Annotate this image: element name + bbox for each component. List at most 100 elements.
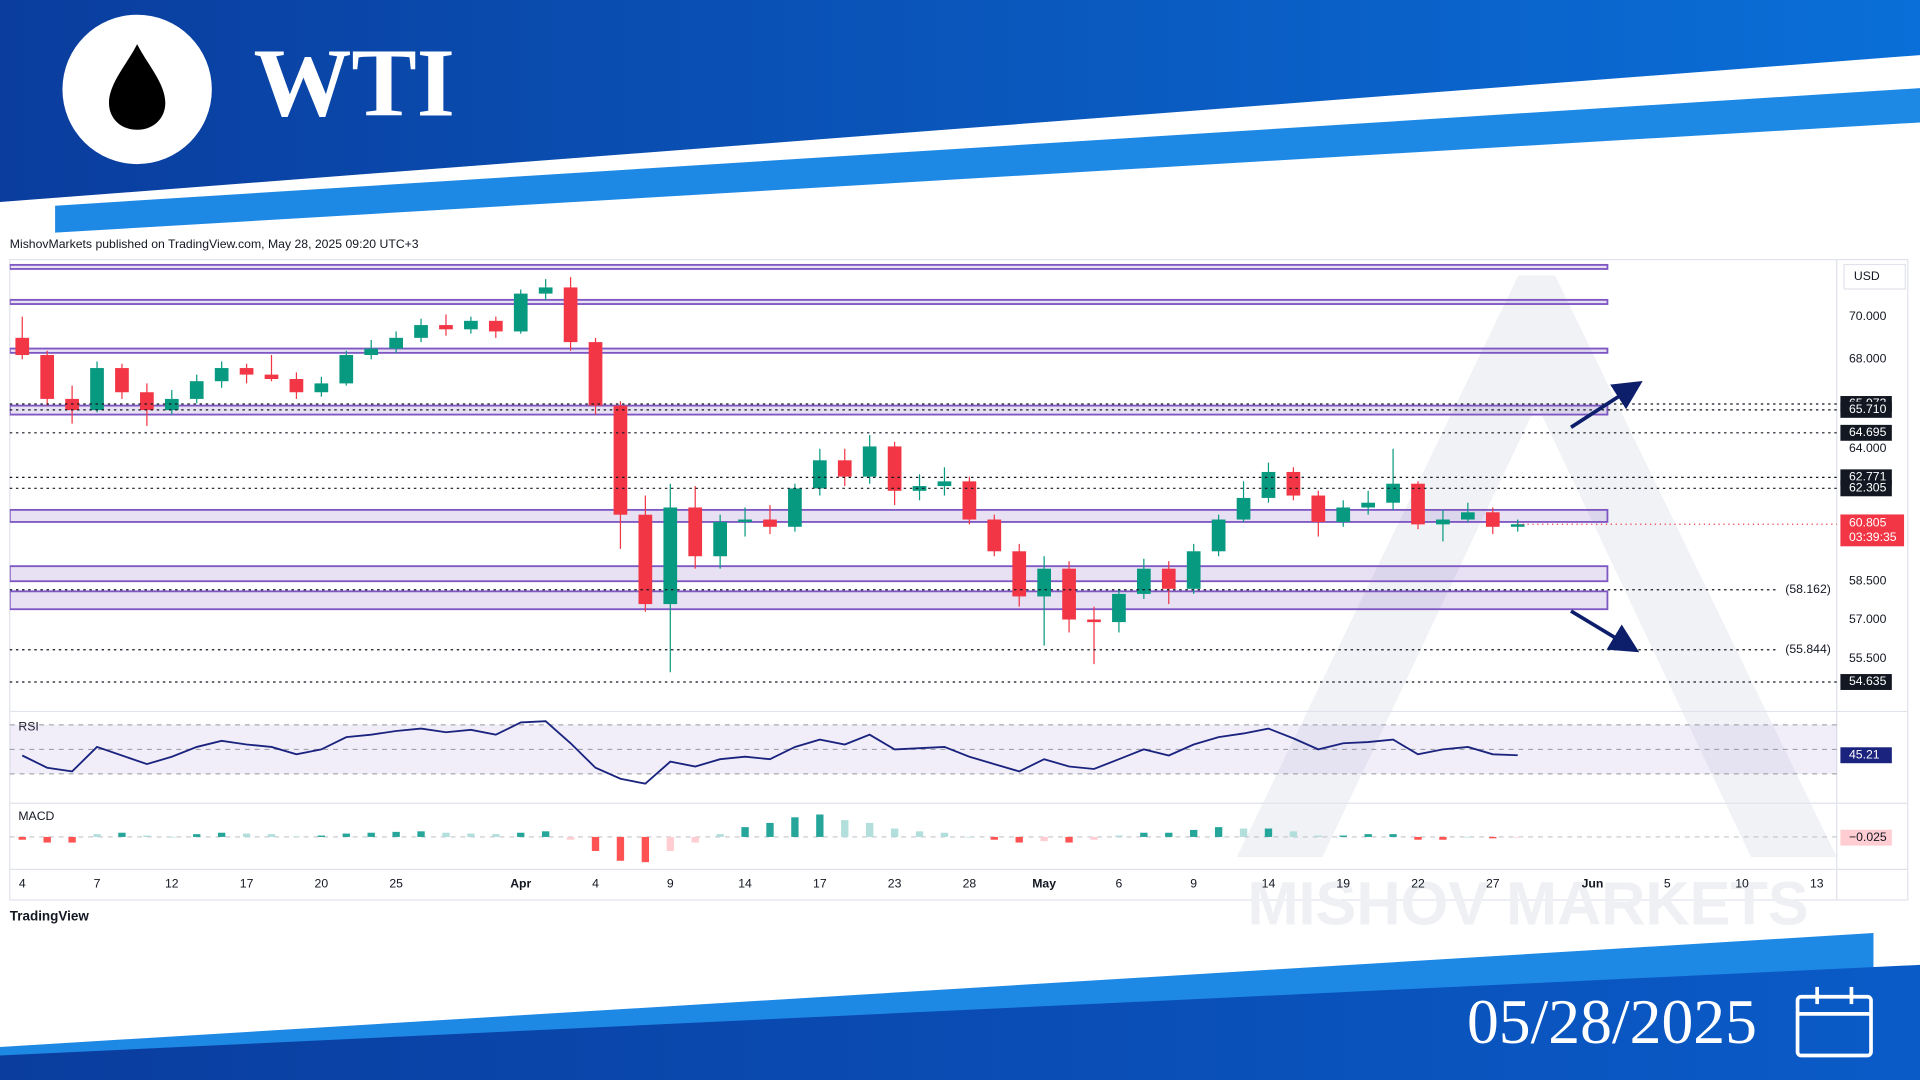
- macd-bar: [1414, 836, 1422, 840]
- zone: [9, 404, 1609, 416]
- candle-body: [464, 320, 478, 330]
- candle-body: [688, 507, 703, 557]
- candle-body: [1461, 512, 1475, 520]
- x-tick-label: 19: [1336, 876, 1350, 890]
- macd-bar: [492, 834, 500, 837]
- x-tick-label: 12: [165, 876, 179, 890]
- level-badge: [1840, 480, 1892, 497]
- date: 05/28/2025: [1467, 986, 1757, 1057]
- level-badge-label: 62.305: [1849, 481, 1887, 495]
- macd-bar: [741, 827, 749, 837]
- candle-body: [1411, 483, 1425, 525]
- x-tick-label: 25: [389, 876, 403, 890]
- candle-body: [239, 368, 254, 375]
- macd-bar: [791, 817, 799, 837]
- macd-bar: [890, 828, 899, 837]
- currency: USD: [1854, 269, 1880, 283]
- watermark-text: MISHOV MARKETS: [1248, 870, 1809, 938]
- candle-body: [1311, 495, 1326, 522]
- candle-body: [563, 287, 578, 343]
- candle-body: [513, 293, 528, 332]
- x-tick-label: Jun: [1582, 876, 1604, 890]
- candle-body: [1037, 568, 1052, 597]
- y-tick-label: 58.500: [1849, 573, 1887, 587]
- level-badge-label: 62.771: [1849, 470, 1887, 484]
- macd-bar: [1140, 832, 1148, 837]
- candle-body: [1286, 471, 1301, 496]
- zone: [9, 263, 1609, 270]
- macd-bar: [541, 831, 550, 837]
- macd-bar: [940, 832, 949, 837]
- candle-body: [538, 287, 553, 294]
- banner-stripe: [55, 88, 1920, 233]
- macd-bar: [965, 836, 974, 838]
- macd-bar: [517, 832, 525, 837]
- macd-bar: [566, 836, 575, 840]
- macd-bar: [915, 831, 924, 837]
- x-tick-label: 6: [1116, 876, 1123, 890]
- x-tick-label: 27: [1486, 876, 1500, 890]
- countdown: 03:39:35: [1849, 530, 1897, 544]
- x-tick-label: 22: [1411, 876, 1425, 890]
- macd-bar: [1364, 834, 1372, 837]
- macd-bar: [1165, 832, 1173, 837]
- currency-box: [1843, 263, 1906, 290]
- candle-body: [738, 519, 752, 522]
- macd-bar: [367, 832, 375, 837]
- macd-bar: [816, 814, 824, 837]
- macd-bar: [1065, 836, 1073, 843]
- footer-banner: [0, 964, 1920, 1080]
- candle-body: [1436, 519, 1450, 525]
- zone: [9, 347, 1609, 354]
- candle-body: [788, 488, 802, 527]
- level-badge-label: 65.710: [1849, 402, 1887, 416]
- macd-bar: [417, 831, 425, 837]
- zone: [9, 298, 1609, 305]
- macd-bar: [68, 836, 76, 843]
- candle-body: [439, 325, 453, 330]
- macd-bar: [616, 836, 625, 861]
- level-badge-label: 54.635: [1849, 674, 1887, 688]
- macd-bar: [317, 835, 326, 837]
- candle-body: [389, 337, 403, 349]
- macd-bar: [1015, 836, 1023, 843]
- candle-body: [1336, 507, 1351, 522]
- zone: [9, 508, 1609, 523]
- x-tick-label: 9: [667, 876, 674, 890]
- candle-body: [264, 374, 279, 380]
- macd-bar: [1214, 827, 1223, 837]
- plot: 70.00068.00064.00058.50057.00055.50065.9…: [9, 263, 1905, 890]
- candle-body: [887, 446, 902, 491]
- footer-stripe: [0, 933, 1874, 1066]
- candle-body: [1062, 568, 1076, 620]
- macd-bar: [467, 833, 475, 837]
- macd-bar: [1514, 836, 1522, 838]
- macd-bar: [1115, 835, 1123, 837]
- candle-body: [812, 460, 827, 489]
- macd-bar: [1040, 836, 1048, 842]
- rsi-badge: [1840, 747, 1892, 764]
- level-label: (55.844): [1785, 642, 1831, 656]
- macd-bar: [143, 835, 151, 837]
- macd-bar: [93, 834, 101, 837]
- macd-bar: [1439, 836, 1447, 840]
- macd-bar: [841, 820, 849, 837]
- x-tick-label: 7: [94, 876, 101, 890]
- level-badge-label: 64.695: [1849, 425, 1887, 439]
- x-tick-label: 13: [1810, 876, 1824, 890]
- candle-body: [1211, 519, 1226, 552]
- macd-bar: [1489, 836, 1497, 839]
- candle-body: [1161, 568, 1176, 589]
- rsi-badge-label: 45.21: [1849, 747, 1880, 761]
- x-tick-label: Apr: [510, 876, 531, 890]
- macd-bar: [1314, 835, 1322, 837]
- macd-badge-label: −0.025: [1849, 830, 1887, 844]
- macd-bar: [1239, 828, 1248, 837]
- macd-bar: [193, 834, 201, 837]
- candle-body: [339, 355, 354, 384]
- candle-body: [140, 392, 154, 411]
- macd-bar: [1090, 836, 1098, 840]
- candle-body: [90, 368, 104, 411]
